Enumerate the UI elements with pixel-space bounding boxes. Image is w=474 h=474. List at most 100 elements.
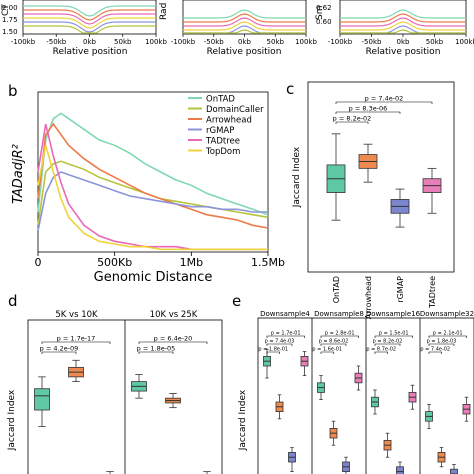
- panel-c-ylabel: Jaccard Index: [292, 146, 302, 208]
- panel-b-series-line: [37, 112, 269, 216]
- panel-e-group-title: Downsample4: [260, 310, 310, 318]
- panel-e-ylabel: Jaccard Index: [238, 389, 248, 451]
- panel-b-legend-label: TopDom: [205, 147, 240, 157]
- panel-a-curve: [23, 5, 156, 17]
- panel-e-box: [450, 468, 458, 474]
- panel-d-pvalue: p = 1.8e-05: [137, 345, 176, 353]
- panel-a-curve: [23, 21, 156, 33]
- panel-a-xlabel-3: Relative position: [366, 47, 441, 57]
- panel-e-chart: Jaccard Index Downsample4 p = 1.8e-01 p = 7…: [238, 310, 474, 474]
- panel-b-xtick-label: 500Kb: [97, 256, 132, 269]
- panel-e-pvalue: p = 2.1e-01: [433, 331, 463, 337]
- panel-b-series-line: [37, 160, 269, 226]
- panel-a-xtick-label: -100kb: [171, 38, 196, 46]
- panel-a-axes-2: [182, 0, 307, 35]
- panel-a-curve: [340, 13, 466, 23]
- panel-e-bracket: [428, 335, 467, 338]
- panel-c-pvalue: p = 8.3e-06: [349, 105, 388, 113]
- panel-e-pvalue: p = 1.5e-01: [379, 331, 409, 337]
- panel-a-curve: [340, 17, 466, 27]
- panel-a-xtick-label: -50kb: [362, 38, 382, 46]
- panel-c-axes: [307, 81, 455, 273]
- panel-b-series-line: [37, 171, 268, 231]
- panel-e-pvalue: p = 7.4e-03: [265, 339, 295, 345]
- panel-a-curve: [183, 29, 306, 34]
- panel-c-bracket: [335, 111, 401, 114]
- panel-e-pvalue: p = 1.8e-03: [427, 339, 457, 345]
- panel-d-ylabel: Jaccard Index: [7, 389, 17, 451]
- panel-b-chart: 0 500Kb 1Mb 1.5Mb Genomic Distance TADadjR² On…: [11, 91, 285, 285]
- panel-a-curve: [23, 13, 156, 25]
- panel-d-bracket: [41, 351, 77, 354]
- panel-e-group-title: Downsample16: [366, 310, 421, 318]
- panel-a: CT Rad Sm 2.00 1.75 1.50 0.62 0.60 -100k…: [1, 0, 474, 57]
- panel-d-group-title: 5K vs 10K: [55, 310, 98, 320]
- panel-e-bracket: [320, 351, 334, 354]
- panel-letter-c: c: [286, 80, 294, 98]
- panel-a-xticks: -100kb -50kb 0kb 50kb 100kb -100kb -50kb 0kb 50k…: [11, 34, 474, 46]
- panel-b-xtick-label: 0: [35, 256, 42, 269]
- panel-e-bracket: [266, 335, 305, 338]
- panel-a-axes-1: [22, 0, 157, 35]
- panel-c-bracket: [335, 101, 433, 104]
- panel-a-curve: [340, 29, 466, 34]
- panel-b-legend-label: Arrowhead: [206, 116, 252, 126]
- panel-a-curves: [23, 5, 466, 34]
- panel-a-xtick-label: 100kb: [145, 38, 167, 46]
- panel-e-pvalue: p = 7.4e-02: [420, 347, 450, 353]
- panel-e-pvalue: p = 2.8e-01: [325, 331, 355, 337]
- panel-a-curve: [183, 17, 306, 27]
- panel-e-group-title: Downsample8: [314, 310, 364, 318]
- panel-a-xtick-label: 100kb: [295, 38, 317, 46]
- panel-c-category-label: TADtree: [428, 276, 437, 309]
- panel-c-category-label: rGMAP: [396, 276, 405, 303]
- panel-d-pvalue: p = 6.4e-20: [154, 335, 193, 343]
- panel-a-ytick-3: 1.50: [2, 28, 18, 36]
- panel-d-pvalue: p = 4.2e-09: [40, 345, 79, 353]
- panel-b-xlabel: Genomic Distance: [94, 270, 213, 285]
- panel-a-xtick-label: 0kb: [397, 38, 411, 46]
- panel-e-pvalue: p = 8.6e-02: [319, 339, 349, 345]
- panel-b-legend-label: OnTAD: [206, 95, 235, 105]
- panel-a-curve: [340, 9, 466, 19]
- panel-a-xtick-label: -50kb: [46, 38, 66, 46]
- panel-e-bracket: [428, 351, 442, 354]
- panel-a-ylabel-2: Rad: [159, 3, 169, 20]
- panel-e-bracket: [374, 335, 413, 338]
- panel-c-bracket: [335, 121, 369, 124]
- panel-e-pvalue: p = 1.6e-01: [312, 347, 342, 353]
- panel-a-curve: [23, 17, 156, 29]
- panel-a-xlabel-2: Relative position: [207, 47, 282, 57]
- panel-d-bracket: [138, 341, 208, 344]
- panel-a-curve: [23, 9, 156, 21]
- panel-c-pvalue: p = 7.4e-02: [365, 95, 404, 103]
- panel-a-xtick-label: 0kb: [83, 38, 97, 46]
- panel-a-xtick-label: -100kb: [11, 38, 36, 46]
- panel-letter-b: b: [8, 82, 18, 100]
- panel-e-group-title: Downsample32: [420, 310, 474, 318]
- panel-a-axes-3: [339, 0, 467, 35]
- panel-e-box: [396, 466, 404, 474]
- panel-b-series-line: [37, 122, 269, 229]
- panel-e-pvalue: p = 1.7e-01: [271, 331, 301, 337]
- panel-a-ylabel-1: CT: [1, 4, 11, 16]
- panel-letter-d: d: [8, 292, 18, 310]
- panel-d-bracket: [41, 341, 111, 344]
- panel-e-bracket: [320, 343, 347, 346]
- panel-b-legend-label: DomainCaller: [206, 105, 264, 115]
- panel-e-bracket: [266, 343, 293, 346]
- panel-a-xlabel-1: Relative position: [53, 47, 128, 57]
- panel-a-curve: [183, 9, 306, 19]
- panel-b-xtick-label: 1.5Mb: [251, 256, 285, 269]
- panel-e-bracket: [428, 343, 455, 346]
- panel-a-xtick-label: 50kb: [267, 38, 285, 46]
- panel-d-box: [34, 388, 50, 411]
- panel-letter-e: e: [232, 292, 241, 310]
- panel-a-xtick-label: -100kb: [328, 38, 353, 46]
- panel-e-pvalue: p = 8.7e-02: [366, 347, 396, 353]
- panel-c-pvalue: p = 8.2e-02: [333, 115, 372, 123]
- panel-a-curve: [340, 21, 466, 31]
- panel-c-category-label: Arrowhead: [364, 276, 373, 319]
- panel-e-bracket: [320, 335, 359, 338]
